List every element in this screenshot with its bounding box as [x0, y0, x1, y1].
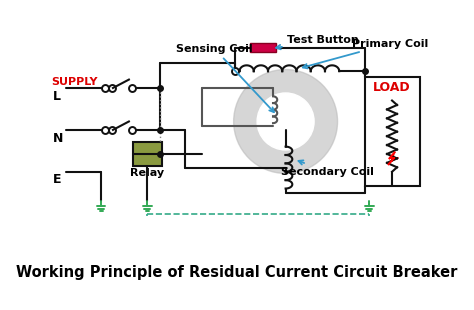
Bar — [250, 43, 276, 52]
Bar — [365, 77, 419, 186]
Text: N: N — [53, 131, 63, 144]
Text: Secondary Coil: Secondary Coil — [281, 160, 374, 177]
Text: SUPPLY: SUPPLY — [51, 77, 98, 87]
Bar — [133, 142, 162, 166]
Text: Test Button: Test Button — [276, 35, 359, 49]
Text: E: E — [53, 173, 61, 186]
Text: Sensing Coil: Sensing Coil — [176, 44, 274, 112]
Circle shape — [257, 93, 314, 150]
Text: L: L — [53, 90, 61, 103]
Text: Working Principle of Residual Current Circuit Breaker: Working Principle of Residual Current Ci… — [16, 265, 458, 280]
Circle shape — [234, 69, 337, 173]
Text: Relay: Relay — [130, 168, 164, 178]
Text: Primary Coil: Primary Coil — [303, 38, 428, 69]
Text: LOAD: LOAD — [373, 82, 411, 95]
